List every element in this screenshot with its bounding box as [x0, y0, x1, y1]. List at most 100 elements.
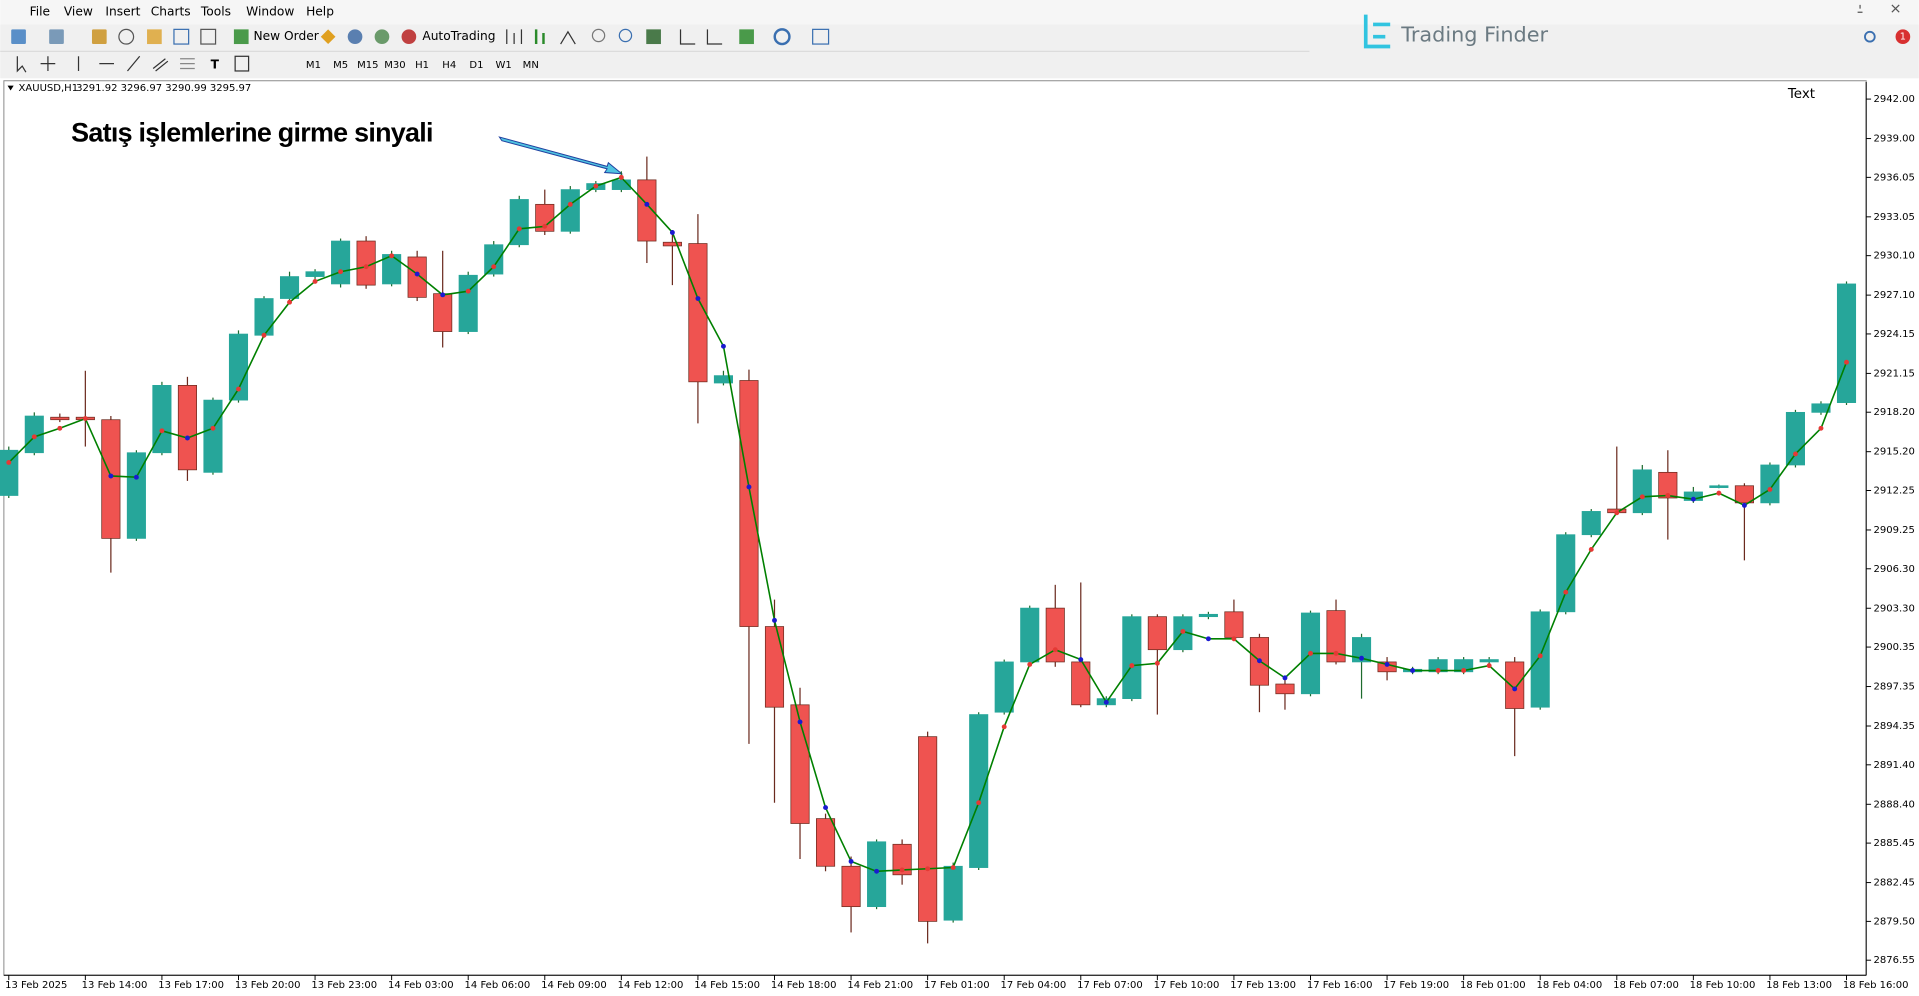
icon[interactable]: [618, 28, 633, 43]
icon[interactable]: [679, 29, 696, 45]
timeframe-button[interactable]: MN: [523, 60, 539, 71]
candle-body: [1632, 469, 1652, 514]
new-order-label[interactable]: New Order: [253, 29, 319, 43]
icon[interactable]: [374, 29, 390, 45]
moving-average-dot: [669, 230, 675, 235]
icon[interactable]: [534, 29, 545, 45]
candle-body: [1658, 471, 1678, 499]
candle-body: [1785, 411, 1805, 466]
text-tool[interactable]: T: [211, 57, 220, 71]
moving-average-dot: [1844, 359, 1849, 365]
moving-average-dot: [1282, 675, 1288, 681]
autotrading-label[interactable]: AutoTrading: [422, 29, 495, 43]
icon[interactable]: [560, 30, 576, 45]
x-tick-label: 17 Feb 10:00: [1154, 980, 1220, 991]
timeframe-button[interactable]: M15: [357, 60, 378, 71]
menu-item[interactable]: Tools: [200, 5, 231, 19]
menu-item[interactable]: Window: [246, 5, 294, 19]
icon[interactable]: [739, 29, 754, 45]
fibo-tool[interactable]: [180, 58, 195, 70]
candle-body: [1020, 607, 1040, 663]
icon[interactable]: [118, 28, 135, 45]
candle-body: [433, 293, 453, 332]
icon[interactable]: [706, 29, 723, 45]
candle-body: [867, 841, 887, 908]
menu-item[interactable]: Charts: [151, 5, 191, 19]
icon[interactable]: [49, 29, 64, 45]
timeframe-button[interactable]: M1: [306, 60, 321, 71]
icon[interactable]: [347, 29, 363, 45]
y-tick-label: 2879.50: [1874, 916, 1915, 927]
moving-average-dot: [823, 805, 828, 811]
timeframe-button[interactable]: W1: [495, 60, 511, 71]
chart-symbol: XAUUSD,H1: [19, 83, 79, 94]
moving-average-dot: [465, 288, 471, 294]
cursor-tool[interactable]: [16, 56, 27, 73]
menu-item[interactable]: File: [30, 5, 50, 19]
icon[interactable]: [173, 28, 190, 45]
icon[interactable]: [147, 29, 162, 45]
moving-average-dot: [1461, 668, 1467, 673]
timeframe-button[interactable]: M30: [384, 60, 405, 71]
x-tick-label: 13 Feb 20:00: [235, 980, 301, 991]
moving-average-dot: [1154, 660, 1160, 666]
x-tick-label: 14 Feb 03:00: [388, 980, 454, 991]
y-tick-label: 2942.00: [1874, 94, 1915, 105]
notification-badge[interactable]: [1895, 29, 1911, 45]
x-tick-label: 14 Feb 18:00: [771, 980, 837, 991]
x-tick-label: 14 Feb 06:00: [465, 980, 531, 991]
x-tick-label: 18 Feb 13:00: [1766, 980, 1832, 991]
moving-average-dot: [1027, 661, 1033, 667]
moving-average-dot: [440, 292, 446, 298]
new-order-icon[interactable]: [233, 29, 249, 45]
candle-body: [841, 865, 861, 908]
label-tool[interactable]: [234, 55, 250, 72]
moving-average-dot: [1180, 628, 1186, 634]
moving-average-dot: [31, 434, 37, 440]
candle-body: [1556, 534, 1576, 613]
icon[interactable]: [812, 28, 830, 45]
moving-average-dot: [1741, 502, 1747, 508]
trendline-tool[interactable]: [126, 55, 141, 72]
icon[interactable]: [646, 29, 661, 45]
channel-tool[interactable]: [152, 58, 169, 72]
x-tick-label: 17 Feb 07:00: [1077, 980, 1143, 991]
menu-item[interactable]: Help: [306, 5, 334, 19]
crosshair-tool[interactable]: [40, 56, 56, 71]
candle-body: [1198, 613, 1218, 618]
x-tick-label: 18 Feb 07:00: [1613, 980, 1679, 991]
moving-average-dot: [1793, 451, 1798, 457]
moving-average-dot: [1001, 724, 1007, 730]
menu-item[interactable]: View: [64, 5, 93, 19]
brand-logo-icon: [1363, 14, 1391, 49]
x-tick-label: 13 Feb 14:00: [82, 980, 148, 991]
timeframe-button[interactable]: H1: [415, 60, 429, 71]
candle-body: [356, 240, 376, 286]
y-tick-label: 2897.35: [1874, 682, 1915, 693]
x-tick-label: 14 Feb 21:00: [847, 980, 913, 991]
icon[interactable]: [773, 28, 791, 46]
window-buttons[interactable]: [1857, 4, 1900, 13]
autotrading-icon[interactable]: [401, 29, 417, 45]
menu-item[interactable]: Insert: [105, 5, 140, 19]
timeframe-button[interactable]: D1: [469, 60, 483, 71]
y-tick-label: 2933.05: [1874, 212, 1915, 223]
corner-label: Text: [1787, 87, 1815, 102]
search-icon[interactable]: [1864, 30, 1876, 43]
candle-body: [1479, 659, 1499, 663]
moving-average-dot: [542, 223, 548, 229]
icon[interactable]: [91, 29, 107, 45]
moving-average-dot: [1308, 650, 1313, 656]
candle-body: [101, 419, 121, 539]
icon[interactable]: [591, 28, 606, 43]
candle-body: [1326, 610, 1346, 663]
icon[interactable]: [506, 29, 523, 45]
candle-body: [254, 298, 274, 336]
x-tick-label: 17 Feb 13:00: [1230, 980, 1296, 991]
menu-bar: [0, 0, 1919, 25]
timeframe-button[interactable]: H4: [442, 60, 456, 71]
icon[interactable]: [200, 28, 217, 45]
icon[interactable]: [11, 29, 26, 45]
candle-body: [331, 240, 351, 285]
timeframe-button[interactable]: M5: [333, 60, 348, 71]
